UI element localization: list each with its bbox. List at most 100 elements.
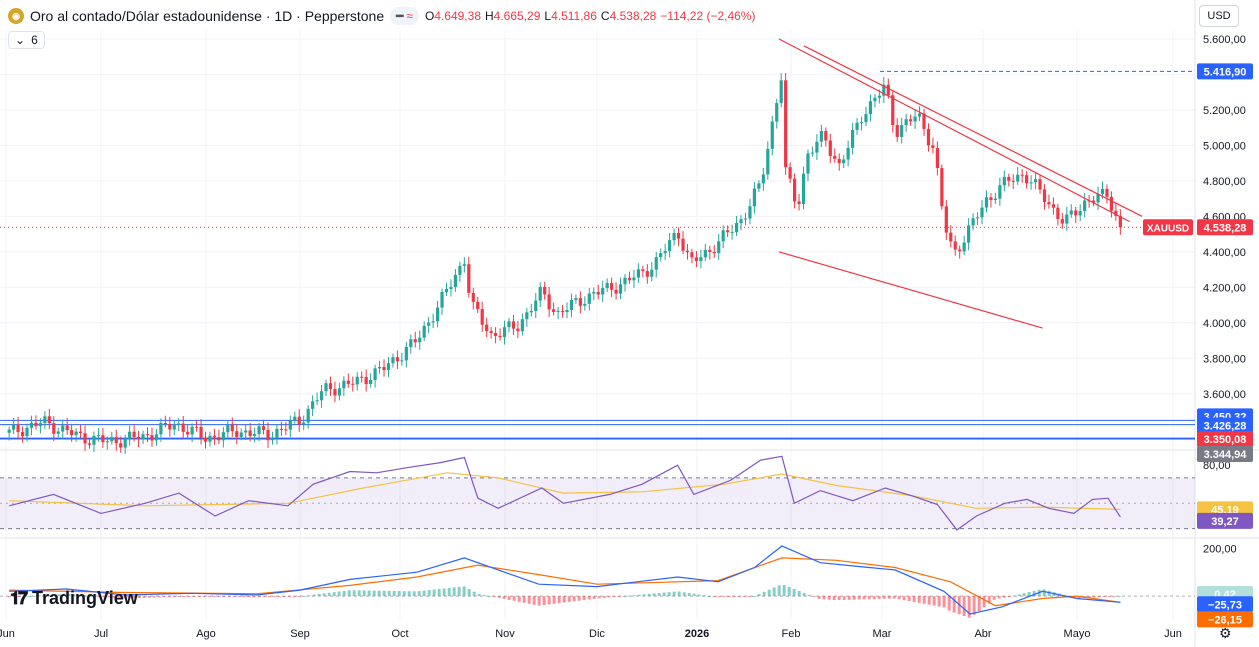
visibility-pill[interactable]: ━ ≈ [390, 7, 419, 25]
macd-histogram-bar [107, 596, 111, 598]
macd-histogram-bar [837, 596, 841, 601]
candle [560, 310, 565, 313]
macd-tag-bg [1197, 596, 1253, 613]
macd-histogram-bar [27, 596, 31, 598]
candle [650, 269, 654, 277]
macd-histogram-bar [742, 596, 746, 598]
candle [101, 435, 105, 443]
macd-histogram-bar [317, 593, 321, 597]
candle [926, 128, 931, 146]
candle [784, 80, 788, 168]
candle [538, 287, 542, 301]
candle [297, 416, 301, 425]
macd-histogram-bar [1097, 596, 1101, 598]
macd-histogram-bar [892, 596, 896, 599]
candle [511, 321, 516, 329]
candle [891, 95, 895, 126]
candle [1056, 207, 1060, 220]
macd-histogram-bar [807, 594, 811, 597]
macd-histogram-bar [612, 596, 616, 598]
candle [958, 249, 962, 252]
macd-histogram-bar [1102, 596, 1106, 598]
macd-histogram-bar [32, 595, 36, 597]
macd-histogram-bar [142, 596, 146, 598]
rsi-tag-bg [1197, 512, 1253, 529]
candle [815, 141, 819, 153]
candle [864, 114, 868, 123]
candle [868, 101, 873, 115]
trendline [803, 45, 1143, 217]
macd-histogram-bar [842, 596, 846, 600]
candle [592, 291, 596, 294]
indicators-toggle[interactable]: ⌄ 6 [8, 31, 45, 49]
macd-histogram-bar [877, 596, 881, 599]
rsi-tag: 39,27 [1211, 516, 1239, 528]
macd-histogram-bar [707, 595, 711, 597]
candle [1025, 175, 1029, 184]
macd-histogram-bar [872, 596, 876, 600]
candle [163, 422, 167, 424]
candle [668, 240, 672, 252]
candle [373, 368, 377, 380]
candle [217, 437, 221, 441]
macd-histogram-bar [542, 596, 546, 606]
candle [311, 401, 315, 409]
candle [654, 257, 658, 270]
macd-histogram-bar [762, 591, 766, 597]
macd-histogram-bar [987, 596, 991, 604]
candle [413, 339, 417, 343]
macd-histogram-bar [302, 595, 306, 597]
candle [685, 250, 690, 253]
candle [471, 292, 475, 302]
candle [61, 425, 65, 432]
macd-histogram-bar [412, 591, 416, 597]
macd-histogram-bar [802, 592, 806, 597]
candle [444, 289, 449, 292]
tradingview-logo[interactable]: 𝟏𝟕 TradingView [10, 588, 138, 609]
candle [699, 257, 703, 262]
currency-button[interactable]: USD [1199, 5, 1239, 27]
macd-histogram-bar [232, 596, 236, 598]
macd-histogram-bar [757, 593, 761, 597]
candle [659, 253, 663, 258]
candle [917, 113, 922, 117]
candle [56, 431, 60, 434]
candle [922, 113, 926, 129]
candle [284, 429, 288, 431]
signal-tag-bg [1197, 611, 1253, 628]
trendline [778, 38, 1130, 223]
macd-histogram-bar [692, 593, 696, 597]
candle [123, 438, 127, 448]
candle [708, 249, 712, 252]
x-tick-label: Dic [589, 628, 605, 640]
x-tick-label: Jul [94, 628, 108, 640]
macd-histogram-bar [507, 596, 511, 600]
rsi-line [9, 455, 1121, 531]
macd-histogram-bar [1017, 594, 1021, 597]
candle [351, 383, 355, 385]
gear-icon[interactable]: ⚙ [1219, 625, 1232, 641]
candle [409, 339, 413, 348]
macd-histogram-bar [937, 596, 941, 607]
symbol-title[interactable]: Oro al contado/Dólar estadounidense · 1D… [30, 8, 385, 24]
macd-histogram-bar [917, 596, 921, 603]
candle [29, 422, 34, 428]
candle [337, 388, 341, 396]
rsi-ma-line [9, 472, 1121, 510]
macd-histogram-bar [817, 596, 821, 599]
candle [998, 185, 1002, 199]
candle [7, 429, 11, 433]
candle [913, 116, 917, 122]
macd-histogram-bar [1072, 596, 1076, 598]
candle [212, 435, 217, 438]
candle [150, 435, 154, 441]
candle [190, 426, 194, 435]
macd-histogram-bar [727, 596, 731, 598]
macd-histogram-bar [732, 596, 736, 598]
x-tick-label: Mayo [1064, 628, 1091, 640]
candle [770, 121, 774, 149]
y-tick-label: 5.000,00 [1203, 140, 1246, 152]
candle [717, 241, 721, 254]
candle [1074, 210, 1078, 216]
